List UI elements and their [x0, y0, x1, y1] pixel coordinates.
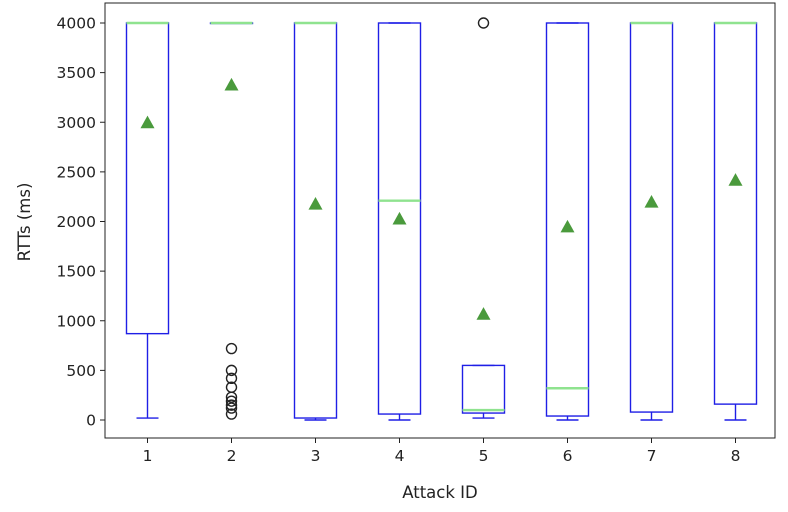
outlier-point	[477, 17, 490, 29]
x-tick-label: 6	[563, 447, 573, 465]
box-group-attack-1	[125, 21, 170, 419]
x-tick-label: 2	[227, 447, 237, 465]
mean-marker	[308, 196, 323, 210]
box-group-attack-3	[293, 21, 338, 421]
x-tick-label: 1	[143, 447, 153, 465]
box-group-attack-5	[461, 17, 506, 419]
x-tick-label: 3	[311, 447, 321, 465]
y-tick-label: 4000	[57, 15, 96, 33]
outlier-point	[225, 399, 238, 411]
y-tick-label: 1000	[57, 312, 96, 330]
y-axis-label: RTTs (ms)	[15, 183, 34, 262]
x-tick-label: 7	[647, 447, 657, 465]
iqr-box	[461, 364, 506, 414]
mean-marker	[728, 173, 743, 186]
outlier-point	[225, 391, 238, 403]
mean-marker	[560, 219, 575, 233]
box-group-attack-4	[377, 22, 422, 421]
iqr-box	[293, 22, 338, 419]
outlier-point	[225, 342, 238, 355]
plot-frame	[104, 2, 776, 439]
y-axis-ticks: 0 500 1000 1500 2000 2500 3000 3500 4000	[57, 15, 105, 430]
y-tick-label: 500	[66, 362, 96, 380]
x-tick-label: 5	[479, 447, 489, 465]
mean-marker	[476, 307, 491, 320]
outlier-point	[225, 372, 238, 385]
y-tick-label: 3500	[57, 64, 96, 82]
y-tick-label: 3000	[57, 114, 96, 132]
x-tick-label: 8	[731, 447, 741, 465]
mean-marker	[644, 195, 659, 208]
box-group-attack-6	[545, 22, 590, 421]
box-group-attack-7	[629, 21, 674, 421]
iqr-box	[713, 22, 758, 405]
mean-marker	[140, 115, 155, 129]
y-tick-label: 2500	[57, 163, 96, 181]
box-group-attack-2	[209, 21, 254, 420]
x-tick-label: 4	[395, 447, 405, 465]
iqr-box	[377, 22, 422, 415]
box-group-attack-8	[713, 21, 758, 421]
y-tick-label: 2000	[57, 213, 96, 231]
outlier-point	[225, 402, 238, 414]
mean-marker	[224, 77, 239, 91]
outlier-point	[225, 408, 238, 420]
x-axis-ticks: 1 2 3 4 5 6 7 8	[143, 438, 741, 465]
plot-marks-layer	[125, 17, 758, 421]
iqr-box	[125, 22, 170, 335]
iqr-box	[545, 22, 590, 417]
y-tick-label: 0	[86, 412, 96, 430]
mean-marker	[392, 211, 407, 225]
x-axis-label: Attack ID	[402, 483, 478, 502]
iqr-box	[629, 22, 674, 413]
outlier-point	[225, 364, 238, 377]
outlier-point	[225, 395, 238, 407]
y-tick-label: 1500	[57, 263, 96, 281]
